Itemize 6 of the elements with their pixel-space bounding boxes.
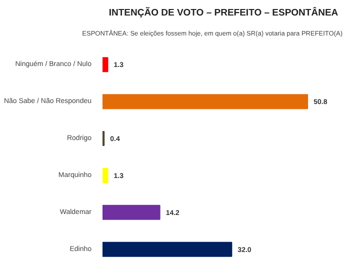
bar [102, 242, 232, 257]
bar [102, 204, 160, 220]
bar [102, 168, 108, 183]
bar [102, 57, 108, 72]
bar [102, 94, 308, 110]
chart-title: INTENÇÃO DE VOTO – PREFEITO – ESPONTÂNEA [108, 6, 338, 18]
